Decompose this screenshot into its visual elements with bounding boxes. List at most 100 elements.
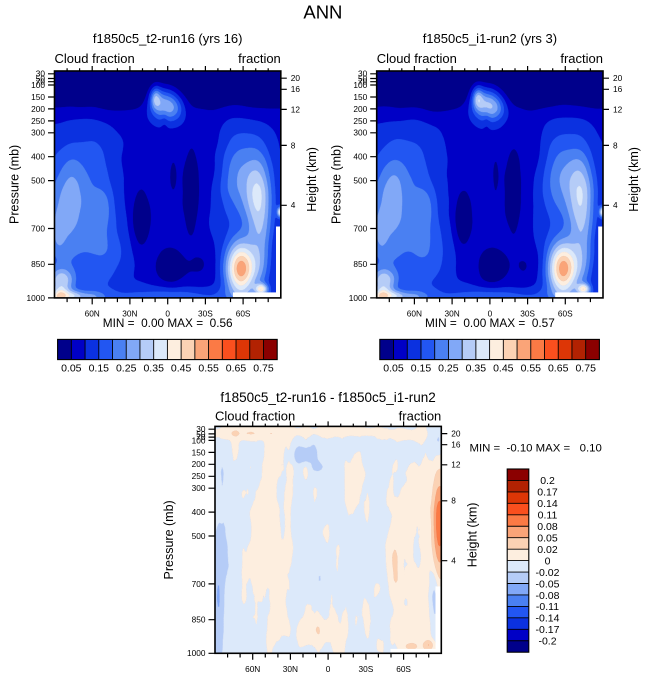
svg-text:0.25: 0.25: [116, 363, 137, 375]
svg-text:0.55: 0.55: [198, 363, 219, 375]
svg-text:0.75: 0.75: [253, 363, 274, 375]
svg-text:500: 500: [353, 176, 367, 186]
svg-text:4: 4: [613, 200, 618, 210]
svg-text:0.55: 0.55: [521, 363, 542, 375]
svg-text:12: 12: [613, 104, 623, 114]
svg-text:60S: 60S: [236, 308, 251, 318]
svg-text:fraction: fraction: [399, 408, 442, 423]
svg-text:0.05: 0.05: [383, 363, 404, 375]
svg-text:1000: 1000: [187, 648, 206, 658]
svg-text:100: 100: [192, 435, 206, 445]
svg-text:0.02: 0.02: [537, 544, 558, 556]
svg-text:MIN = 0.00 MAX = 0.57: MIN = 0.00 MAX = 0.57: [425, 316, 555, 330]
svg-text:70: 70: [358, 77, 368, 87]
svg-text:0.45: 0.45: [493, 363, 514, 375]
svg-text:0.65: 0.65: [226, 363, 247, 375]
svg-text:850: 850: [353, 259, 367, 269]
svg-text:250: 250: [31, 116, 45, 126]
svg-text:0.05: 0.05: [61, 363, 82, 375]
svg-text:0.11: 0.11: [538, 510, 558, 522]
svg-text:30S: 30S: [198, 308, 213, 318]
svg-text:0.75: 0.75: [575, 363, 596, 375]
svg-text:Pressure (mb): Pressure (mb): [330, 145, 344, 224]
svg-text:-0.02: -0.02: [536, 567, 560, 579]
svg-text:60S: 60S: [396, 664, 411, 674]
svg-text:70: 70: [196, 432, 206, 442]
svg-text:-0.2: -0.2: [538, 636, 556, 648]
svg-text:30N: 30N: [283, 664, 298, 674]
svg-text:f1850c5_t2-run16 - f1850c5_i1-: f1850c5_t2-run16 - f1850c5_i1-run2: [220, 390, 435, 405]
svg-text:16: 16: [613, 84, 623, 94]
svg-text:0.25: 0.25: [438, 363, 459, 375]
svg-text:fraction: fraction: [560, 51, 603, 66]
svg-text:0.15: 0.15: [89, 363, 110, 375]
svg-text:400: 400: [192, 507, 206, 517]
svg-text:700: 700: [353, 223, 367, 233]
svg-text:Pressure (mb): Pressure (mb): [162, 500, 176, 579]
svg-text:Pressure (mb): Pressure (mb): [8, 145, 22, 224]
svg-text:60N: 60N: [245, 664, 260, 674]
svg-text:250: 250: [353, 116, 367, 126]
svg-text:700: 700: [31, 223, 45, 233]
svg-text:400: 400: [31, 152, 45, 162]
svg-text:-0.08: -0.08: [536, 590, 560, 602]
svg-text:0.14: 0.14: [537, 498, 558, 510]
svg-text:0.2: 0.2: [540, 475, 555, 487]
svg-text:300: 300: [31, 128, 45, 138]
svg-text:12: 12: [451, 460, 461, 470]
svg-text:200: 200: [31, 104, 45, 114]
svg-text:60S: 60S: [558, 308, 573, 318]
svg-text:16: 16: [451, 440, 461, 450]
svg-text:0.35: 0.35: [466, 363, 487, 375]
svg-text:30N: 30N: [444, 308, 459, 318]
svg-text:-0.11: -0.11: [536, 601, 559, 613]
svg-text:50: 50: [36, 73, 46, 83]
svg-text:30: 30: [358, 69, 368, 79]
svg-text:30: 30: [36, 69, 46, 79]
svg-text:1000: 1000: [27, 293, 46, 303]
svg-text:700: 700: [192, 579, 206, 589]
svg-text:20: 20: [613, 73, 623, 83]
svg-text:150: 150: [192, 447, 206, 457]
svg-text:300: 300: [192, 483, 206, 493]
svg-text:0.17: 0.17: [537, 487, 558, 499]
svg-text:30S: 30S: [359, 664, 374, 674]
svg-text:0.05: 0.05: [537, 533, 558, 545]
svg-text:30S: 30S: [520, 308, 535, 318]
svg-text:100: 100: [31, 80, 45, 90]
svg-text:300: 300: [353, 128, 367, 138]
svg-text:0: 0: [326, 664, 331, 674]
svg-text:0.15: 0.15: [411, 363, 432, 375]
svg-text:400: 400: [353, 152, 367, 162]
svg-text:500: 500: [192, 531, 206, 541]
svg-text:70: 70: [36, 77, 46, 87]
svg-text:-0.14: -0.14: [536, 613, 560, 625]
svg-text:50: 50: [358, 73, 368, 83]
svg-text:850: 850: [31, 259, 45, 269]
svg-text:Cloud fraction: Cloud fraction: [215, 408, 295, 423]
svg-text:20: 20: [451, 429, 461, 439]
svg-text:60N: 60N: [85, 308, 100, 318]
svg-text:1000: 1000: [349, 293, 368, 303]
svg-text:4: 4: [291, 200, 296, 210]
svg-text:0.35: 0.35: [143, 363, 164, 375]
svg-text:0: 0: [165, 308, 170, 318]
svg-text:500: 500: [31, 176, 45, 186]
svg-text:8: 8: [451, 496, 456, 506]
svg-text:16: 16: [291, 84, 301, 94]
svg-text:0.08: 0.08: [537, 521, 558, 533]
svg-text:Cloud fraction: Cloud fraction: [377, 51, 457, 66]
svg-text:Cloud fraction: Cloud fraction: [55, 51, 135, 66]
svg-text:30N: 30N: [122, 308, 137, 318]
svg-text:8: 8: [291, 140, 296, 150]
svg-text:0.65: 0.65: [548, 363, 569, 375]
svg-text:MIN = -0.10 MAX = 0.10: MIN = -0.10 MAX = 0.10: [470, 443, 602, 455]
svg-text:ANN: ANN: [303, 2, 342, 23]
svg-text:60N: 60N: [407, 308, 422, 318]
svg-text:12: 12: [291, 104, 301, 114]
svg-text:30: 30: [196, 424, 206, 434]
svg-text:Height (km): Height (km): [465, 503, 479, 568]
svg-text:4: 4: [451, 556, 456, 566]
svg-text:-0.17: -0.17: [536, 624, 560, 636]
svg-text:0: 0: [488, 308, 493, 318]
